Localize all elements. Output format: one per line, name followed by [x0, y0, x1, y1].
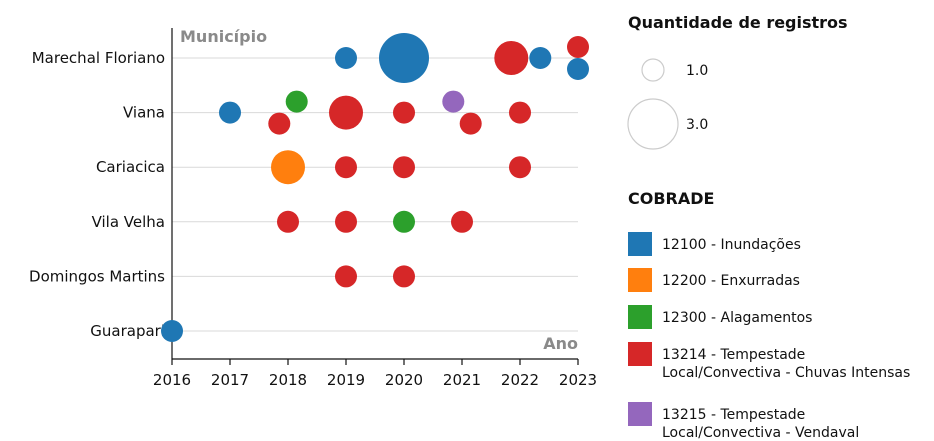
x-tick-labels: 2016 2017 2018 2019 2020 2021 2022 2023	[153, 359, 597, 389]
x-tick-label: 2017	[211, 371, 249, 389]
legend-label: Local/Convectiva - Chuvas Intensas	[662, 365, 910, 381]
data-point	[393, 265, 415, 288]
data-point	[393, 210, 415, 233]
data-point	[567, 36, 589, 58]
legend-label: 12300 - Alagamentos	[662, 310, 812, 326]
legend-label: Local/Convectiva - Vendaval	[662, 425, 859, 441]
data-point	[393, 156, 415, 179]
data-point	[271, 150, 305, 185]
x-tick-label: 2018	[269, 371, 307, 389]
data-point	[335, 47, 357, 69]
data-point	[335, 156, 357, 179]
data-point	[459, 112, 482, 135]
x-tick-label: 2019	[327, 371, 365, 389]
data-point	[451, 210, 473, 233]
x-tick-label: 2020	[385, 371, 423, 389]
data-points	[161, 33, 589, 342]
y-tick-label: Guarapari	[90, 322, 165, 340]
x-tick-label: 2022	[501, 371, 539, 389]
legend-swatch	[628, 305, 652, 329]
legend: Quantidade de registros 1.0 3.0 COBRADE 1…	[627, 13, 910, 441]
size-legend-label: 3.0	[686, 117, 708, 133]
data-point	[529, 47, 552, 69]
legend-label: 13214 - Tempestade	[662, 347, 805, 363]
data-point	[285, 90, 308, 113]
legend-swatch	[628, 342, 652, 366]
axes: Município Ano	[171, 27, 578, 360]
x-tick-label: 2023	[559, 371, 597, 389]
y-tick-label: Domingos Martins	[29, 267, 165, 285]
data-point	[219, 101, 241, 124]
data-point	[442, 90, 465, 113]
y-tick-label: Marechal Floriano	[32, 49, 165, 67]
data-point	[393, 101, 415, 124]
y-tick-label: Viana	[123, 104, 165, 122]
data-point	[335, 265, 357, 288]
data-point	[494, 41, 529, 75]
grid-lines	[172, 57, 578, 332]
legend-swatch	[628, 232, 652, 256]
y-tick-label: Vila Velha	[92, 213, 165, 231]
x-tick-label: 2016	[153, 371, 191, 389]
x-axis-title: Ano	[543, 334, 578, 353]
y-axis-title: Município	[180, 27, 267, 46]
size-legend-swatch	[641, 58, 665, 82]
data-point	[567, 58, 589, 80]
legend-swatch	[628, 402, 652, 426]
data-point	[161, 320, 183, 342]
data-point	[509, 156, 531, 179]
data-point	[335, 210, 357, 233]
y-tick-labels: Marechal Floriano Viana Cariacica Vila Velh…	[29, 49, 165, 340]
size-legend: 1.0 3.0	[627, 58, 708, 150]
data-point	[329, 95, 363, 130]
data-point	[277, 210, 299, 233]
color-legend: 12100 - Inundações 12200 - Enxurradas 1230…	[628, 232, 910, 441]
size-legend-label: 1.0	[686, 63, 708, 79]
y-tick-label: Cariacica	[96, 158, 165, 176]
x-tick-label: 2021	[443, 371, 481, 389]
data-point	[379, 33, 429, 83]
size-legend-swatch	[627, 98, 679, 150]
data-point	[509, 101, 531, 124]
legend-label: 12200 - Enxurradas	[662, 273, 800, 289]
legend-swatch	[628, 268, 652, 292]
color-legend-title: COBRADE	[628, 189, 714, 208]
size-legend-title: Quantidade de registros	[628, 13, 848, 32]
data-point	[268, 112, 291, 135]
legend-label: 12100 - Inundações	[662, 237, 801, 253]
legend-label: 13215 - Tempestade	[662, 407, 805, 423]
